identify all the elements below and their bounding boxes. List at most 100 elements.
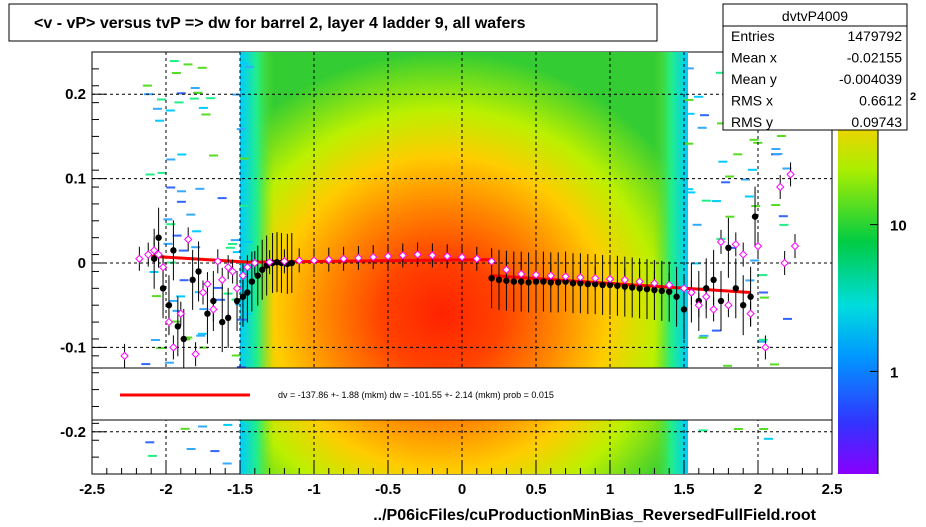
legend-box: dv = -137.86 +- 1.88 (mkm) dw = -101.55 … (91, 367, 833, 421)
sparse-bin (232, 251, 242, 254)
sparse-bin (230, 239, 240, 242)
sparse-bin (172, 234, 182, 237)
sparse-bin (179, 279, 189, 282)
sparse-bin (189, 97, 199, 100)
profile-black-point (195, 268, 202, 275)
sparse-bin (190, 87, 200, 89)
sparse-bin (770, 363, 779, 366)
sparse-bin (725, 215, 735, 218)
sparse-bin (151, 339, 160, 341)
sparse-bin (684, 98, 694, 101)
stats-row-label: Mean x (731, 50, 777, 66)
sparse-bin (691, 262, 701, 265)
sparse-bin (166, 158, 176, 161)
sparse-bin (198, 425, 208, 428)
sparse-bin (750, 259, 760, 262)
profile-black-point (614, 282, 621, 289)
profile-black-point (569, 280, 577, 287)
profile-magenta-point (154, 250, 163, 259)
sparse-bin (237, 318, 247, 321)
profile-magenta-point (635, 277, 644, 286)
sparse-bin (199, 346, 209, 349)
sparse-bin (693, 95, 703, 98)
sparse-bin (725, 175, 735, 178)
sparse-bin (771, 148, 781, 150)
stats-row-label: RMS x (731, 93, 773, 109)
profile-black-point (288, 259, 295, 267)
sparse-bin (147, 454, 157, 457)
profile-magenta-point (223, 263, 233, 272)
sparse-bin (197, 66, 207, 69)
stats-row-value: 1479792 (847, 28, 902, 44)
profile-black-point (680, 306, 688, 313)
sparse-bin (155, 119, 165, 122)
color-bar-labels: 10 1 (870, 218, 907, 381)
stats-box: dvtvP4009 Entries 1479792 Mean x -0.02155 Me… (722, 3, 908, 131)
sparse-bin (771, 204, 781, 206)
sparse-bin (782, 167, 792, 170)
legend-fit-text: dv = -137.86 +- 1.88 (mkm) dw = -101.55 … (278, 390, 554, 400)
profile-magenta-point (620, 275, 630, 285)
sparse-bin (177, 190, 186, 193)
sparse-bin (747, 168, 757, 171)
sparse-bin (773, 153, 783, 155)
profile-magenta-point (413, 250, 422, 259)
profile-magenta-point (135, 254, 144, 263)
sparse-bin (191, 246, 201, 249)
sparse-bin (733, 153, 743, 156)
profile-magenta-point (546, 271, 556, 280)
profile-magenta-point (716, 237, 726, 247)
sparse-bin (763, 437, 773, 440)
profile-magenta-point (679, 284, 689, 293)
sparse-bin (685, 112, 695, 115)
fit-line-segment (151, 254, 248, 264)
sparse-bin (152, 295, 162, 298)
stats-rows: Entries 1479792 Mean x -0.02155 Mean y -0.004… (731, 28, 902, 130)
sparse-bin (193, 91, 203, 94)
sparse-bin (228, 243, 237, 245)
profile-magenta-point (442, 252, 452, 261)
profile-magenta-point (238, 271, 248, 280)
profile-black-point (643, 285, 651, 293)
profile-magenta-point (339, 254, 348, 263)
color-bar-top-label: 2 (910, 91, 916, 103)
profile-black-point (219, 318, 226, 326)
profile-magenta-point (516, 269, 526, 279)
x-tick-label: 0 (458, 481, 466, 498)
profile-black-point (159, 285, 167, 292)
profile-black-point (629, 284, 636, 291)
y-tick-label: 0.1 (65, 171, 86, 188)
sparse-bin (157, 98, 166, 101)
sparse-bin (183, 336, 193, 339)
profile-magenta-point (701, 292, 711, 301)
profile-magenta-point (294, 256, 304, 265)
profile-black-point (747, 293, 754, 300)
profile-magenta-point (191, 349, 200, 359)
profile-black-point (189, 276, 196, 284)
sparse-bin (223, 423, 233, 426)
profile-magenta-point (398, 251, 408, 260)
profile-black-point (584, 280, 591, 288)
sparse-bin (192, 230, 202, 233)
sparse-bin (699, 334, 709, 337)
sparse-bin (142, 84, 152, 87)
sparse-bin (199, 308, 209, 311)
x-axis-title: ../P06icFiles/cuProductionMinBias_Revers… (373, 507, 816, 524)
profile-black-point (555, 279, 562, 286)
profile-magenta-point (144, 250, 153, 259)
sparse-bin (177, 153, 187, 156)
profile-magenta-point (354, 253, 363, 263)
sparse-bin (176, 200, 186, 203)
color-bar-tick-label: 10 (890, 218, 907, 235)
profile-black-point (165, 302, 173, 309)
profile-black-point (510, 278, 517, 285)
sparse-bin (733, 428, 743, 430)
sparse-bin (759, 428, 769, 430)
sparse-bin (241, 419, 251, 422)
profile-black-point (710, 276, 717, 284)
profile-magenta-point (428, 251, 437, 260)
profile-black-point (525, 279, 532, 286)
sparse-bin (186, 213, 196, 216)
profile-magenta-point (664, 280, 674, 290)
